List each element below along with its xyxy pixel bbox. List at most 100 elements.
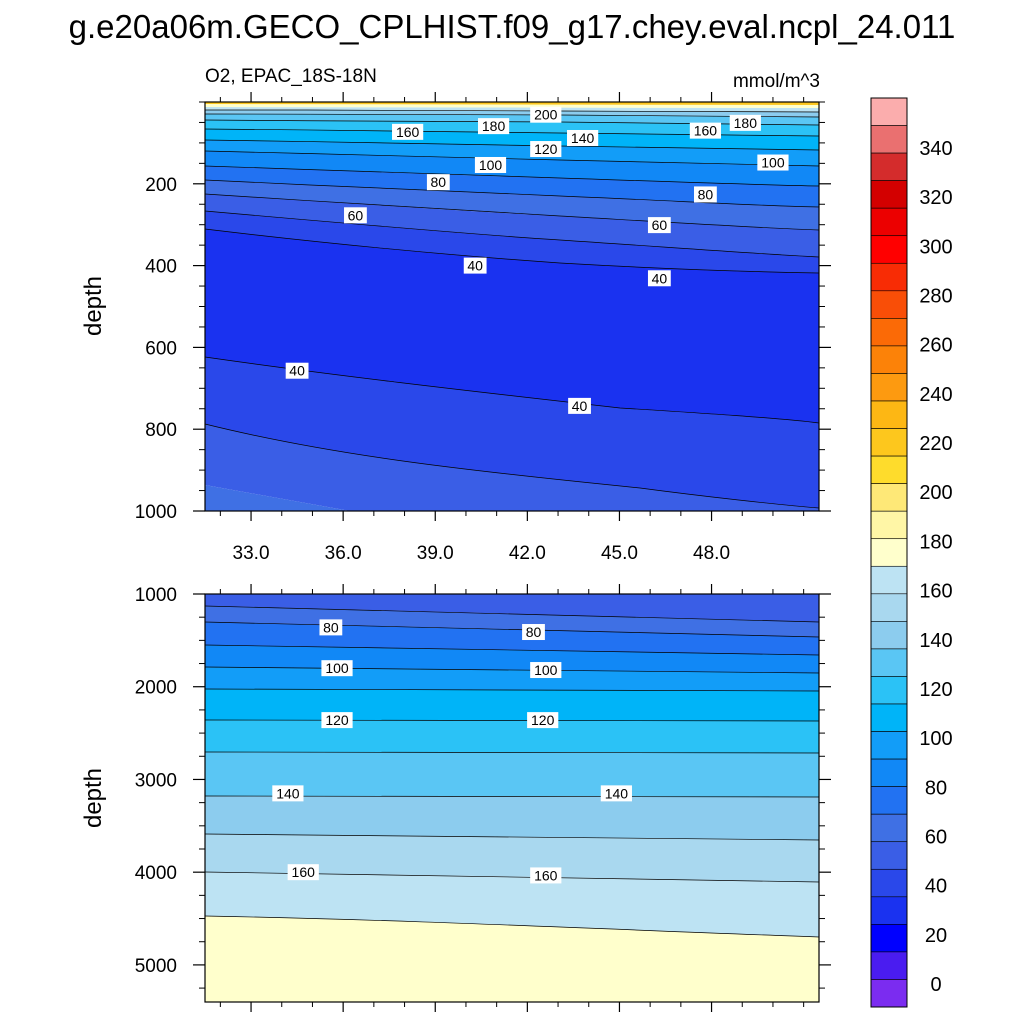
contour-label-text: 140: [571, 130, 595, 146]
contour-label: 160: [287, 864, 319, 881]
lower-contour-band: [205, 834, 819, 882]
colorbar-tick-label: 180: [919, 531, 952, 553]
colorbar-swatch: [870, 290, 908, 319]
lower-contour-band: [205, 689, 819, 721]
contour-label: 100: [530, 662, 562, 679]
contour-label: 160: [530, 867, 562, 884]
contour-label: 40: [285, 362, 309, 379]
upper-contour-line: [204, 210, 820, 258]
colorbar-swatch: [870, 262, 908, 292]
colorbar-swatch: [870, 345, 908, 374]
contour-label: 180: [477, 118, 510, 135]
contour-label-text: 40: [289, 363, 305, 379]
upper-contour-band: [205, 424, 819, 511]
y-tick-label: 800: [145, 420, 177, 441]
contour-label: 160: [689, 122, 722, 139]
contour-label: 40: [647, 270, 671, 287]
lower-contour-fill: [205, 594, 819, 1002]
contour-label: 100: [474, 156, 507, 173]
contour-label: 120: [527, 712, 559, 729]
contour-label-box: [321, 712, 353, 729]
contour-label-box: [729, 114, 761, 131]
colorbar-swatch: [870, 841, 908, 870]
lower-contour-labels: 80 80 100 100 120 120 140 140 160 160: [272, 619, 632, 884]
contour-label-box: [527, 712, 559, 729]
y-tick-label: 400: [145, 257, 177, 278]
colorbar-tick-label: 160: [919, 581, 952, 603]
contour-label-text: 180: [734, 115, 758, 131]
colorbar-tick-label: 300: [919, 236, 952, 258]
colorbar-tick-label: 260: [919, 335, 952, 357]
upper-contour-fill: [205, 102, 819, 511]
contour-label: 140: [567, 129, 599, 146]
contour-label-text: 100: [479, 157, 503, 173]
upper-panel: O2, EPAC_18S-18N mmol/m^3 200 180 180 160 16…: [80, 66, 831, 564]
upper-axes: 33.0 36.0 39.0 42.0 45.0 48.0 200 400 600 800 1000: [135, 92, 831, 564]
contour-label-box: [568, 397, 591, 414]
lower-contour-band: [205, 796, 819, 840]
colorbar-tick-label: 40: [925, 876, 947, 898]
contour-label-text: 160: [694, 123, 718, 139]
colorbar-tick-label: 340: [919, 138, 952, 160]
contour-label-box: [287, 864, 319, 881]
contour-label-text: 100: [534, 662, 558, 678]
variable-region-label: O2, EPAC_18S-18N: [205, 66, 377, 87]
units-label: mmol/m^3: [733, 71, 820, 92]
colorbar-tick-label: 280: [919, 286, 952, 308]
upper-contour-band: [205, 107, 819, 112]
contour-label-text: 80: [431, 174, 447, 190]
upper-contour-line: [204, 228, 820, 274]
contour-label-box: [392, 123, 424, 140]
contour-label-text: 200: [534, 107, 558, 123]
contour-label: 80: [426, 174, 450, 191]
lower-contour-band: [205, 622, 819, 655]
colorbar-swatch: [870, 813, 908, 843]
colorbar-swatch: [870, 538, 908, 567]
colorbar-swatch: [870, 621, 908, 650]
contour-label-text: 180: [482, 118, 506, 134]
upper-y-axis-label: depth: [80, 276, 107, 336]
lower-y-axis-label: depth: [80, 768, 107, 828]
lower-contour-band: [205, 916, 819, 1002]
contour-label: 80: [694, 186, 717, 203]
contour-label: 80: [319, 619, 343, 636]
contour-label-text: 40: [572, 398, 588, 414]
lower-contour-line: [204, 644, 820, 656]
contour-label: 160: [392, 123, 424, 140]
colorbar-swatch: [870, 676, 908, 705]
contour-label: 100: [321, 660, 353, 677]
colorbar-swatch: [870, 896, 908, 925]
upper-contour-band: [205, 166, 819, 207]
contour-label-box: [530, 141, 562, 158]
upper-contour-line: [204, 423, 820, 509]
upper-contour-band: [205, 151, 819, 186]
colorbar-tick-label: 20: [925, 925, 947, 947]
colorbar-tick-label: 0: [930, 974, 941, 996]
y-tick-label: 600: [145, 338, 177, 359]
contour-label: 80: [522, 624, 545, 641]
lower-axes: 1000 2000 3000 4000 5000: [135, 584, 831, 1012]
colorbar-swatch: [870, 593, 908, 622]
colorbar-swatch: [870, 703, 908, 732]
contour-label-box: [522, 624, 545, 641]
contour-label-box: [474, 156, 507, 173]
upper-contour-labels: 200 180 180 160 160 140 120 100 100 80 80 60 60 40 40 4…: [285, 106, 789, 414]
lower-contour-line: [204, 719, 820, 722]
contour-label-box: [600, 785, 632, 802]
colorbar-tick-label: 100: [919, 728, 952, 750]
colorbar-tick-label: 80: [925, 777, 947, 799]
upper-contour-band: [205, 104, 819, 108]
upper-contour-line: [204, 165, 820, 187]
lower-contour-line: [204, 833, 820, 841]
upper-contour-line: [204, 150, 820, 167]
contour-label: 100: [757, 154, 789, 171]
upper-contour-band: [205, 140, 819, 166]
colorbar-swatch: [870, 455, 908, 484]
contour-label-text: 120: [534, 141, 558, 157]
colorbar-swatch: [870, 318, 908, 347]
colorbar-swatch: [870, 648, 908, 677]
y-tick-label: 5000: [135, 956, 177, 977]
upper-contour-line: [204, 193, 820, 231]
contour-label: 200: [530, 106, 562, 123]
colorbar-swatch: [870, 731, 908, 760]
